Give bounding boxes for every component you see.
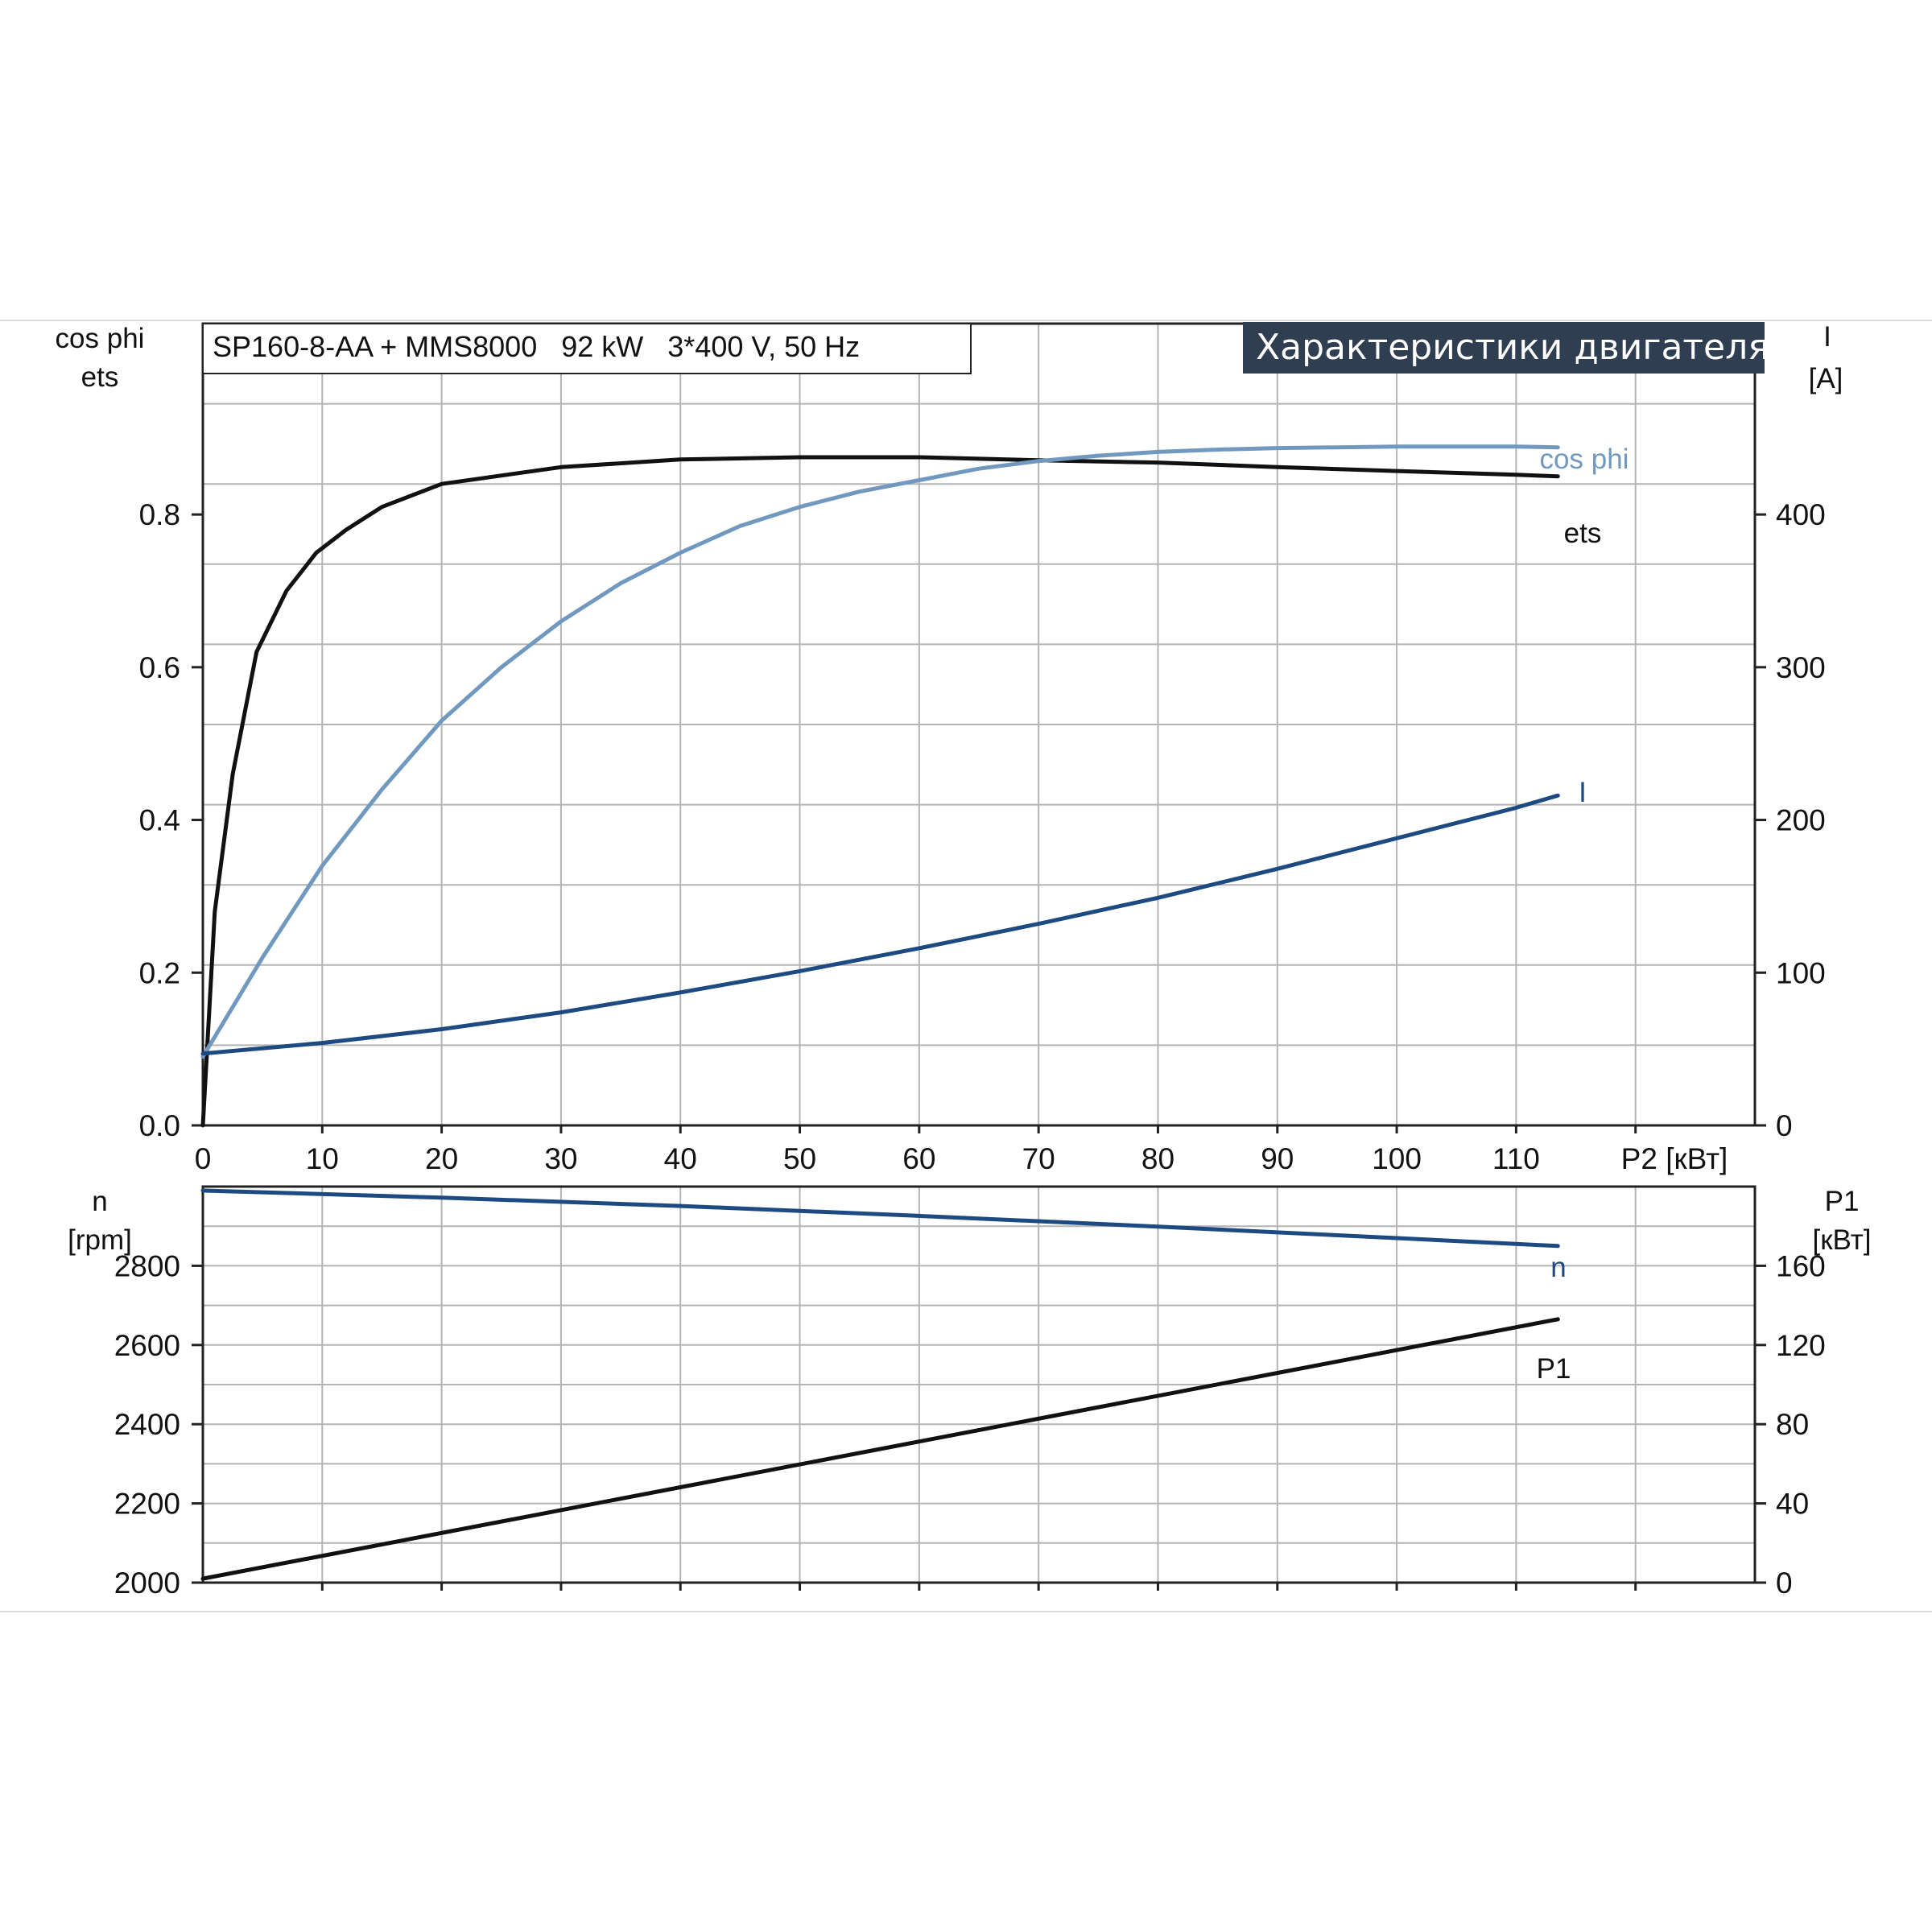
series-label-p1: P1 <box>1537 1353 1571 1385</box>
top-right-tick-label: 200 <box>1776 804 1826 837</box>
bottom-right-tick-label: 0 <box>1776 1567 1793 1600</box>
bottom-right-axis-title-1: P1 <box>1825 1186 1860 1217</box>
bottom-left-tick-label: 2400 <box>114 1408 180 1441</box>
series-line-p1 <box>200 1317 1560 1581</box>
x-tick-label: 100 <box>1372 1142 1422 1175</box>
x-tick-label: 110 <box>1492 1142 1540 1175</box>
bottom-right-tick-label: 160 <box>1776 1249 1826 1282</box>
x-tick-label: 30 <box>544 1142 577 1175</box>
series-line-i <box>200 793 1560 1056</box>
model-label: SP160-8-AA + MMS8000 92 kW 3*400 V, 50 H… <box>213 330 860 363</box>
x-tick-label: 50 <box>783 1142 816 1175</box>
top-left-tick-label: 0.8 <box>139 498 180 531</box>
top-left-axis-title-2: ets <box>81 361 119 393</box>
top-right-axis-title-2: [A] <box>1809 363 1843 394</box>
x-tick-label: 70 <box>1022 1142 1055 1175</box>
series-lines <box>200 444 1560 1581</box>
top-left-tick-label: 0.2 <box>139 956 180 989</box>
x-tick-label: 0 <box>195 1142 212 1175</box>
x-axis-title: P2 [кВт] <box>1621 1142 1728 1175</box>
x-tick-label: 80 <box>1141 1142 1174 1175</box>
bottom-right-tick-label: 80 <box>1776 1408 1809 1441</box>
top-right-tick-label: 0 <box>1776 1109 1793 1142</box>
x-tick-label: 10 <box>306 1142 339 1175</box>
x-tick-label: 90 <box>1261 1142 1294 1175</box>
bottom-plot-grid <box>201 1185 1757 1584</box>
title-badge <box>1243 322 1765 374</box>
series-line-n <box>200 1188 1560 1249</box>
bottom-plot-border <box>201 1185 1757 1584</box>
top-left-tick-label: 0.0 <box>139 1109 180 1142</box>
series-label-cos-phi: cos phi <box>1540 444 1629 475</box>
bottom-left-axis-title-1: n <box>92 1186 107 1217</box>
top-right-tick-label: 100 <box>1776 956 1826 989</box>
series-label-n: n <box>1550 1252 1566 1283</box>
bottom-left-tick-label: 2600 <box>114 1329 180 1362</box>
top-left-axis-title-1: cos phi <box>56 323 145 354</box>
x-tick-label: 20 <box>425 1142 458 1175</box>
bottom-right-tick-label: 40 <box>1776 1488 1809 1521</box>
model-label-box <box>202 323 972 374</box>
top-right-tick-label: 400 <box>1776 498 1826 531</box>
bottom-left-tick-label: 2200 <box>114 1488 180 1521</box>
bottom-left-tick-label: 2000 <box>114 1567 180 1600</box>
top-plot-border <box>201 322 1757 1127</box>
x-tick-label: 40 <box>664 1142 697 1175</box>
title-badge-text: Характеристики двигателя <box>1256 327 1769 368</box>
series-line-ets <box>200 455 1560 1128</box>
top-right-tick-label: 300 <box>1776 651 1826 684</box>
top-plot-grid <box>201 322 1757 1127</box>
x-tick-label: 60 <box>902 1142 935 1175</box>
bottom-left-axis-title-2: [rpm] <box>68 1224 132 1256</box>
top-left-tick-label: 0.4 <box>139 804 180 837</box>
top-left-tick-label: 0.6 <box>139 651 180 684</box>
series-label-i: I <box>1579 777 1587 808</box>
top-right-axis-title-1: I <box>1823 321 1831 353</box>
series-line-cos-phi <box>200 444 1560 1059</box>
series-labels: ets cos phi In P1 <box>1537 444 1629 1385</box>
series-label-ets: ets <box>1564 518 1602 549</box>
bottom-right-axis-title-2: [кВт] <box>1813 1224 1872 1256</box>
bottom-left-tick-label: 2800 <box>114 1249 180 1282</box>
bottom-right-tick-label: 120 <box>1776 1329 1826 1362</box>
